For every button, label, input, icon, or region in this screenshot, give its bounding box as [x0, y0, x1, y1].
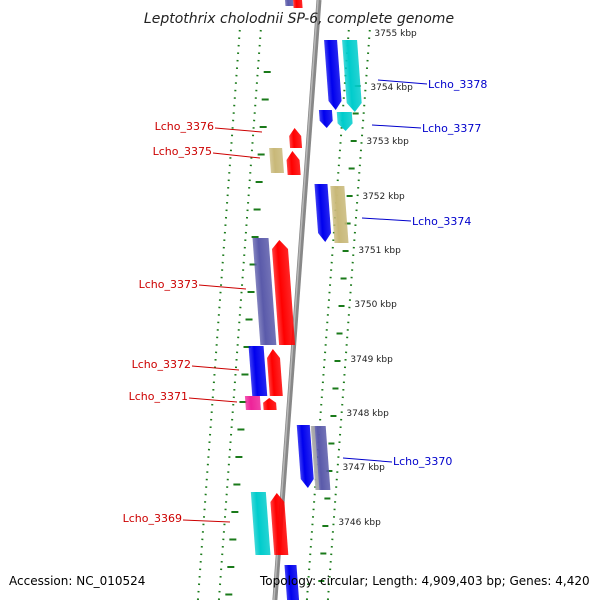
gene-feature — [293, 0, 303, 8]
genome-summary-text: Topology: circular; Length: 4,909,403 bp… — [260, 574, 590, 588]
gene-features — [244, 0, 362, 600]
gene-feature — [318, 110, 333, 128]
label-leader-line — [214, 127, 263, 133]
label-leader-line — [182, 519, 231, 523]
gene-feature — [269, 148, 284, 173]
gene-label-lcho-3375: Lcho_3375 — [153, 145, 212, 158]
label-leader-line — [371, 124, 422, 129]
gene-label-lcho-3369: Lcho_3369 — [123, 512, 182, 525]
gene-feature — [285, 0, 294, 6]
gene-feature — [314, 184, 332, 242]
label-leader-line — [361, 217, 412, 222]
gene-feature — [310, 426, 320, 490]
label-leader-line — [377, 79, 428, 85]
kbp-scale: 3755 kbp 3754 kbp 3753 kbp 3752 kbp 3751 kbp… — [338, 29, 417, 528]
kbp-label: 3749 kbp — [350, 355, 393, 365]
map-title: Leptothrix cholodnii SP-6, complete geno… — [144, 11, 454, 27]
gene-feature — [248, 346, 268, 396]
gene-lcho-3377 — [336, 112, 353, 131]
kbp-label: 3748 kbp — [346, 409, 389, 419]
kbp-label: 3750 kbp — [354, 300, 397, 310]
label-leader-line — [191, 365, 240, 371]
gene-feature — [296, 425, 314, 488]
label-leader-line — [212, 152, 261, 159]
gene-lcho-3369 — [270, 493, 289, 555]
tick-row-left-inner — [217, 29, 262, 600]
gene-lcho-3373 — [272, 240, 296, 345]
gene-label-lcho-3373: Lcho_3373 — [139, 278, 198, 291]
gene-lcho-3371 — [263, 398, 277, 410]
gene-label-lcho-3376: Lcho_3376 — [155, 120, 214, 133]
kbp-label: 3755 kbp — [374, 29, 417, 39]
gene-label-lcho-3374: Lcho_3374 — [412, 215, 471, 228]
tick-row-right-outer — [326, 29, 371, 600]
gene-labels: Lcho_3378 Lcho_3377 Lcho_3376 Lcho_3375 Lcho… — [123, 78, 488, 525]
label-leader-line — [342, 457, 393, 463]
kbp-label: 3746 kbp — [338, 518, 381, 528]
gene-lcho-3372 — [267, 349, 283, 396]
gene-feature — [324, 40, 342, 110]
kbp-label: 3747 kbp — [342, 463, 385, 473]
gene-lcho-3376 — [289, 128, 303, 148]
gene-lcho-3375 — [286, 151, 301, 175]
label-leader-line — [188, 397, 238, 403]
tick-row-left-outer — [196, 29, 241, 600]
gene-label-lcho-3372: Lcho_3372 — [132, 358, 191, 371]
kbp-label: 3751 kbp — [358, 246, 401, 256]
gene-feature — [244, 396, 261, 410]
gene-label-lcho-3377: Lcho_3377 — [422, 122, 481, 135]
accession-text: Accession: NC_010524 — [9, 574, 146, 588]
gene-feature — [252, 238, 277, 345]
gene-feature — [284, 565, 300, 600]
tick-row-right-inner — [305, 29, 350, 600]
gene-feature — [250, 492, 271, 555]
gene-lcho-3378 — [342, 40, 362, 112]
kbp-label: 3753 kbp — [366, 137, 409, 147]
kbp-label: 3752 kbp — [362, 192, 405, 202]
gene-label-lcho-3370: Lcho_3370 — [393, 455, 452, 468]
kbp-label: 3754 kbp — [370, 83, 413, 93]
gene-label-lcho-3371: Lcho_3371 — [129, 390, 188, 403]
gene-lcho-3374 — [330, 186, 349, 243]
label-leader-line — [198, 284, 247, 290]
gene-label-lcho-3378: Lcho_3378 — [428, 78, 487, 91]
